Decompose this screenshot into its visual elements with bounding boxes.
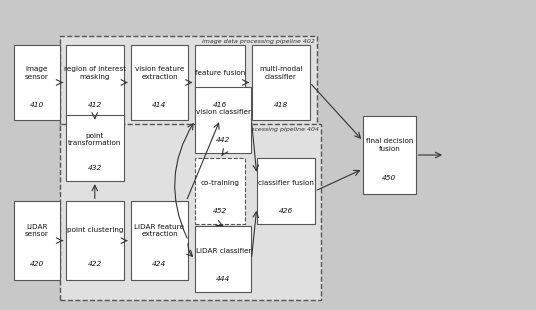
- Text: point
transformation: point transformation: [68, 133, 122, 146]
- Text: feature fusion: feature fusion: [195, 70, 245, 76]
- Text: LiDAR classifier: LiDAR classifier: [196, 247, 251, 254]
- FancyBboxPatch shape: [195, 158, 245, 224]
- Text: 444: 444: [216, 276, 230, 282]
- Text: final decision
fusion: final decision fusion: [366, 138, 413, 152]
- Text: 416: 416: [213, 102, 227, 108]
- Text: 412: 412: [88, 102, 102, 108]
- Text: 420: 420: [29, 261, 44, 267]
- Text: image data processing pipeline 402: image data processing pipeline 402: [202, 39, 315, 44]
- Text: image
sensor: image sensor: [25, 66, 49, 80]
- FancyBboxPatch shape: [257, 158, 315, 224]
- Text: 418: 418: [274, 102, 288, 108]
- FancyBboxPatch shape: [66, 46, 124, 120]
- FancyBboxPatch shape: [131, 201, 188, 280]
- Text: point clustering: point clustering: [66, 228, 123, 233]
- Text: 414: 414: [152, 102, 167, 108]
- Text: LiDAR feature
extraction: LiDAR feature extraction: [135, 224, 184, 237]
- FancyBboxPatch shape: [131, 46, 188, 120]
- Text: 450: 450: [382, 175, 397, 181]
- Text: classifier fusion: classifier fusion: [258, 179, 314, 186]
- Text: 426: 426: [279, 208, 293, 214]
- FancyBboxPatch shape: [14, 201, 59, 280]
- FancyBboxPatch shape: [195, 46, 245, 120]
- Text: vision feature
extraction: vision feature extraction: [135, 66, 184, 80]
- FancyBboxPatch shape: [66, 115, 124, 181]
- FancyBboxPatch shape: [363, 117, 415, 193]
- Text: 452: 452: [213, 208, 227, 214]
- Text: 410: 410: [29, 102, 44, 108]
- Text: multi-modal
classifier: multi-modal classifier: [259, 66, 303, 80]
- Text: LiDAR data processing pipeline 404: LiDAR data processing pipeline 404: [207, 127, 319, 132]
- Text: region of interest
masking: region of interest masking: [64, 66, 126, 80]
- FancyBboxPatch shape: [252, 46, 310, 120]
- FancyBboxPatch shape: [66, 201, 124, 280]
- FancyBboxPatch shape: [14, 46, 59, 120]
- FancyBboxPatch shape: [195, 87, 251, 153]
- FancyBboxPatch shape: [195, 226, 251, 292]
- Text: 422: 422: [88, 261, 102, 267]
- Text: vision classifier: vision classifier: [196, 109, 251, 115]
- Text: co-training: co-training: [200, 179, 240, 186]
- Text: 442: 442: [216, 137, 230, 143]
- Text: 424: 424: [152, 261, 167, 267]
- Text: LiDAR
sensor: LiDAR sensor: [25, 224, 49, 237]
- FancyBboxPatch shape: [59, 36, 317, 130]
- FancyBboxPatch shape: [59, 124, 322, 300]
- Text: 432: 432: [88, 165, 102, 171]
